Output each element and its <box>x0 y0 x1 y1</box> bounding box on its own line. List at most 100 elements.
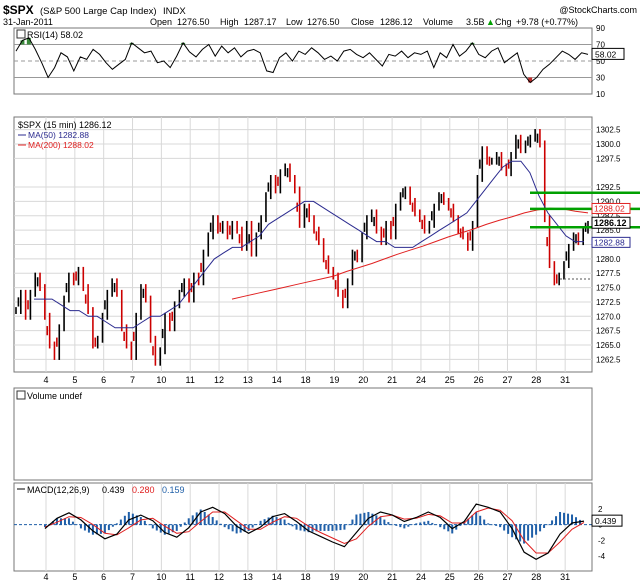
macd-histogram-bar <box>331 524 334 531</box>
price-y-tick-label: 1300.0 <box>596 140 621 149</box>
macd-histogram-bar <box>44 524 46 528</box>
price-y-tick-label: 1272.5 <box>596 298 621 307</box>
macd-histogram-bar <box>515 524 518 540</box>
macd-histogram-bar <box>315 524 318 532</box>
last-price-value: 1286.12 <box>594 218 627 228</box>
price-y-tick-label: 1285.0 <box>596 226 621 235</box>
price-y-tick-label: 1302.5 <box>596 126 621 135</box>
volume-legend-box <box>16 390 26 400</box>
rsi-tick-label: 90 <box>596 24 605 33</box>
rsi-line <box>15 37 589 84</box>
macd-histogram-bar <box>507 524 510 534</box>
macd-histogram-bar <box>95 524 98 535</box>
macd-layer: 20-2-40.439 <box>14 503 623 561</box>
ma50-badge <box>591 236 631 248</box>
price-x-tick-label: 10 <box>156 375 166 385</box>
macd-histogram-bar <box>299 524 302 531</box>
watermark: @StockCharts.com <box>559 5 637 15</box>
change-value: +9.78 (+0.77%) <box>516 17 578 27</box>
macd-legend-label: MACD(12,26,9) <box>27 485 90 495</box>
price-x-tick-label: 25 <box>445 375 455 385</box>
macd-histogram-bar <box>131 513 134 525</box>
macd-histogram-bar <box>147 524 150 526</box>
macd-tick-label: -2 <box>598 536 606 545</box>
macd-histogram-bar <box>319 524 322 531</box>
macd-histogram-bar <box>531 524 534 538</box>
macd-histogram-bar <box>67 518 70 525</box>
macd-panel <box>13 482 593 572</box>
price-layer: 4455667710101111121213131414181819192020… <box>14 117 640 582</box>
macd-histogram-bar <box>191 515 194 525</box>
macd-histogram-bar <box>175 524 178 531</box>
macd-histogram-bar <box>279 518 282 525</box>
price-y-tick-label: 1292.5 <box>596 183 621 192</box>
macd-histogram-bar <box>283 519 286 525</box>
macd-hist-legend: 0.159 <box>162 485 185 495</box>
macd-histogram-bar <box>567 513 570 525</box>
macd-histogram-bar <box>499 524 502 528</box>
price-x-tick-label: 26 <box>474 375 484 385</box>
rsi-current-badge <box>591 47 625 60</box>
macd-x-tick-label: 25 <box>445 572 455 582</box>
macd-histogram-bar <box>443 524 446 530</box>
rsi-tick-label: 30 <box>596 74 605 83</box>
macd-histogram-bar <box>307 524 310 533</box>
close-label: Close <box>351 17 374 27</box>
price-y-tick-label: 1275.0 <box>596 284 621 293</box>
macd-histogram-bar <box>287 522 290 525</box>
price-x-tick-label: 7 <box>130 375 135 385</box>
price-x-tick-label: 13 <box>243 375 253 385</box>
ma200-badge-value: 1288.02 <box>594 203 625 213</box>
macd-histogram-bar <box>111 524 114 527</box>
macd-x-tick-label: 12 <box>214 572 224 582</box>
macd-histogram-bar <box>51 521 54 525</box>
macd-histogram-bar <box>327 524 330 531</box>
macd-histogram-bar <box>187 518 190 525</box>
macd-histogram-bar <box>503 524 506 531</box>
macd-histogram-bar <box>235 524 238 534</box>
macd-histogram-bar <box>71 521 74 525</box>
rsi-overbought-fill <box>20 40 25 45</box>
macd-histogram-bar <box>179 524 182 527</box>
macd-legend-value: 0.439 <box>102 485 125 495</box>
open-value: 1276.50 <box>177 17 210 27</box>
macd-histogram-bar <box>55 518 58 525</box>
last-price-badge <box>591 216 631 229</box>
macd-x-tick-label: 28 <box>531 572 541 582</box>
macd-histogram-bar <box>115 523 118 525</box>
macd-x-tick-label: 18 <box>301 572 311 582</box>
macd-histogram-bar <box>195 512 198 525</box>
macd-histogram-bar <box>271 515 274 525</box>
macd-histogram-bar <box>387 522 390 525</box>
ma200-badge <box>591 202 631 214</box>
macd-histogram-bar <box>475 511 478 525</box>
macd-histogram-bar <box>431 522 434 525</box>
price-x-tick-label: 14 <box>272 375 282 385</box>
price-x-tick-label: 27 <box>502 375 512 385</box>
macd-x-tick-label: 14 <box>272 572 282 582</box>
macd-histogram-bar <box>547 524 550 526</box>
price-x-tick-label: 18 <box>301 375 311 385</box>
macd-histogram-bar <box>559 511 562 525</box>
macd-histogram-bar <box>447 524 450 532</box>
macd-histogram-bar <box>99 524 102 534</box>
symbol: $SPX <box>3 3 34 17</box>
high-value: 1287.17 <box>244 17 277 27</box>
macd-histogram-bar <box>91 524 94 535</box>
macd-histogram-bar <box>103 524 106 534</box>
macd-histogram-bar <box>211 517 214 525</box>
macd-histogram-bar <box>423 521 426 525</box>
macd-histogram-bar <box>351 519 354 525</box>
price-x-tick-label: 4 <box>43 375 48 385</box>
macd-histogram-bar <box>527 524 530 541</box>
macd-histogram-bar <box>151 524 154 529</box>
rsi-tick-label: 10 <box>596 90 605 99</box>
macd-histogram-bar <box>439 524 442 528</box>
macd-histogram-bar <box>467 518 470 525</box>
macd-histogram-bar <box>223 524 226 528</box>
change-arrow-icon: ▲ <box>486 17 495 27</box>
macd-histogram-bar <box>107 524 110 531</box>
macd-histogram-bar <box>83 524 86 531</box>
macd-current-value: 0.439 <box>595 516 617 526</box>
